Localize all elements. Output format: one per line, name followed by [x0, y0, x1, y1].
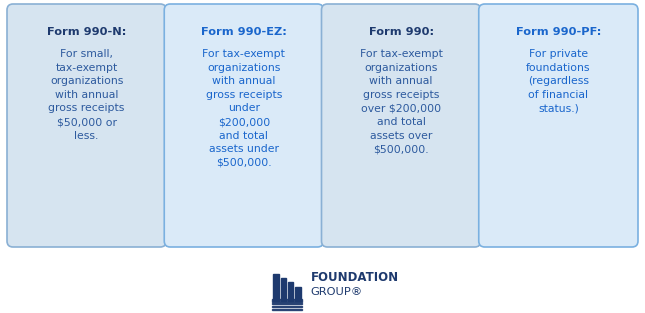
Bar: [295, 287, 301, 301]
Text: GROUP®: GROUP®: [311, 287, 363, 297]
Bar: [272, 306, 302, 307]
Bar: [272, 299, 302, 301]
Bar: [273, 274, 279, 301]
Text: FOUNDATION: FOUNDATION: [311, 271, 399, 285]
Text: For small,
tax-exempt
organizations
with annual
gross receipts
$50,000 or
less.: For small, tax-exempt organizations with…: [48, 49, 125, 141]
Bar: [272, 302, 302, 304]
FancyBboxPatch shape: [164, 4, 324, 247]
Text: Form 990-PF:: Form 990-PF:: [516, 27, 601, 37]
Text: For tax-exempt
organizations
with annual
gross receipts
under
$200,000
and total: For tax-exempt organizations with annual…: [203, 49, 285, 168]
Text: Form 990:: Form 990:: [368, 27, 433, 37]
Bar: [272, 309, 302, 310]
Text: Form 990-EZ:: Form 990-EZ:: [201, 27, 287, 37]
FancyBboxPatch shape: [321, 4, 481, 247]
Bar: [281, 278, 286, 301]
FancyBboxPatch shape: [479, 4, 638, 247]
FancyBboxPatch shape: [7, 4, 166, 247]
Text: Form 990-N:: Form 990-N:: [47, 27, 126, 37]
Text: For tax-exempt
organizations
with annual
gross receipts
over $200,000
and total
: For tax-exempt organizations with annual…: [360, 49, 442, 154]
Text: For private
foundations
(regardless
of financial
status.): For private foundations (regardless of f…: [526, 49, 591, 113]
Bar: [288, 282, 293, 301]
